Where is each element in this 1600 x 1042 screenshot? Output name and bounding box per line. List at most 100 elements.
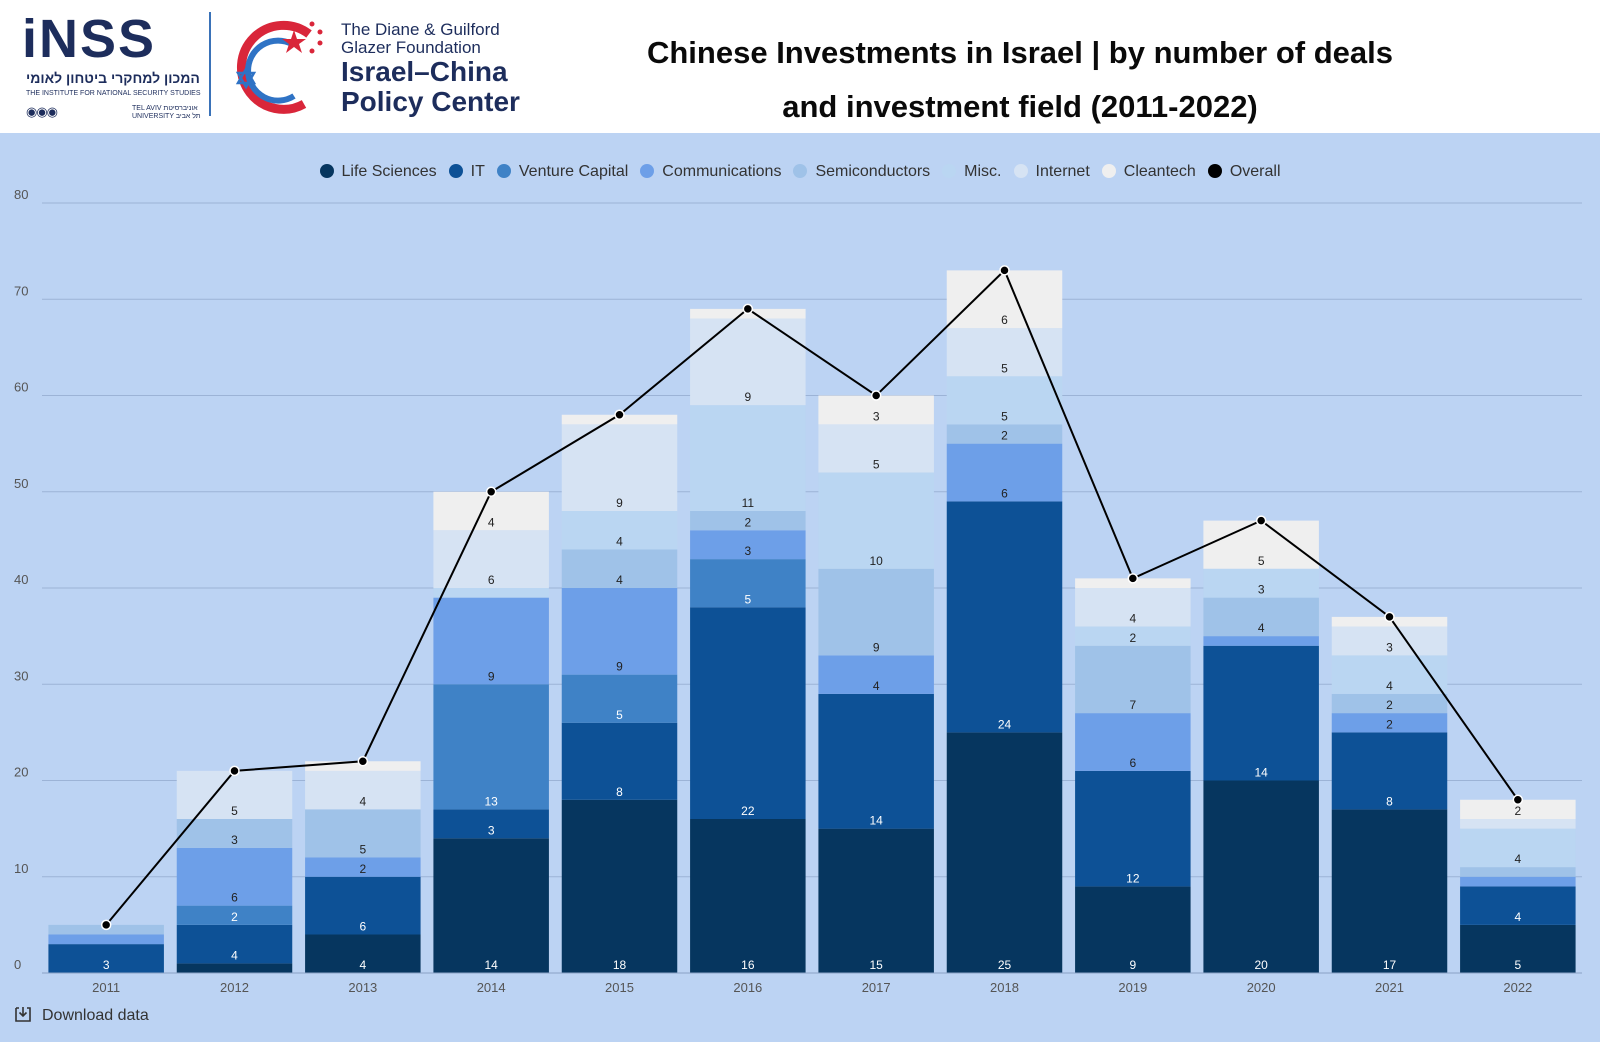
overall-point-2022 [1512,794,1524,805]
bar-segment-semiconductors-2016 [690,511,806,531]
legend-item-cleantech[interactable]: Cleantech [1101,163,1196,181]
bar-segment-it-2012 [176,924,293,964]
data-label: 2 [1386,717,1393,731]
legend-item-venture-capital[interactable]: Venture Capital [496,163,628,181]
chart-legend: Life Sciences IT Venture Capital Communicat… [0,163,1600,181]
data-label: 4 [1514,852,1521,866]
bar-segment-internet-2018 [946,328,1063,377]
icpc-name-line2: Policy Center [341,86,520,117]
bar-segment-it-2013 [305,876,421,935]
overall-point-2014 [485,486,497,497]
legend-item-life-sciences[interactable]: Life Sciences [319,163,437,181]
data-label: 18 [613,958,627,972]
legend-marker [448,164,463,178]
data-label: 6 [1001,313,1008,327]
legend-label: Internet [1035,163,1090,180]
bar-segment-misc-2018 [946,376,1063,425]
bar-segment-communications-2017 [818,655,934,694]
inss-logo-word: iNSS [22,9,157,69]
legend-marker [942,164,957,178]
header: iNSS המכון למחקרי ביטחון לאומי THE INSTI… [0,0,1600,133]
y-tick-label: 30 [14,668,28,683]
y-tick-label: 80 [14,187,28,202]
data-label: 9 [873,640,880,654]
y-tick-label: 70 [14,283,28,298]
overall-point-2016 [742,303,754,315]
download-data-label: Download data [42,1007,149,1024]
legend-item-internet[interactable]: Internet [1013,163,1090,181]
bar-segment-it-2017 [818,693,934,829]
bar-segment-life-sciences-2012 [176,963,293,973]
data-label: 2 [744,515,751,529]
bar-segment-it-2011 [48,944,164,973]
bar-segment-internet-2021 [1331,626,1448,656]
bar-segment-communications-2020 [1203,636,1319,646]
legend-label: Life Sciences [341,163,437,180]
bar-segment-communications-2019 [1075,713,1191,771]
legend-label: Misc. [964,163,1002,180]
bar-segment-internet-2014 [433,530,549,588]
overall-point-2020 [1255,515,1267,526]
data-label: 9 [616,660,623,674]
bar-segment-cleantech-2020 [1203,520,1319,569]
bar-segment-semiconductors-2022 [1460,867,1576,877]
legend-marker [1013,164,1028,178]
legend-item-communications[interactable]: Communications [640,163,781,181]
overall-point-2019 [1127,573,1139,584]
legend-label: IT [470,163,485,180]
data-label: 2 [1001,429,1008,443]
legend-marker [793,164,808,178]
bar-segment-semiconductors-2019 [1075,645,1191,714]
bar-segment-life-sciences-2014 [433,838,549,973]
bar-segment-misc-2016 [690,405,806,511]
data-label: 5 [1001,409,1008,423]
data-label: 20 [1254,958,1268,972]
data-label: 6 [231,891,238,905]
data-label: 5 [1258,554,1265,568]
data-label: 25 [998,958,1012,972]
legend-marker [319,164,334,178]
bar-segment-venture-capital-2012 [176,905,293,925]
data-label: 6 [359,920,366,934]
bar-segment-it-2021 [1331,732,1448,810]
x-tick-label: 2011 [92,980,120,995]
x-tick-label: 2018 [990,980,1019,995]
bar-segment-semiconductors-2012 [176,819,293,848]
legend-item-semiconductors[interactable]: Semiconductors [793,163,930,181]
legend-marker [1207,164,1222,178]
bar-segment-misc-2019 [1075,626,1191,646]
bar-segment-misc-2015 [561,511,678,550]
data-label: 6 [1001,486,1008,500]
bar-segment-communications-2012 [176,847,293,906]
bar-segment-it-2018 [946,501,1063,733]
bar-segment-it-2014 [433,809,549,839]
bar-segment-internet-2019 [1075,588,1191,627]
x-tick-label: 2015 [605,980,634,995]
bar-segment-venture-capital-2016 [690,559,806,608]
x-tick-label: 2020 [1247,980,1276,995]
data-label: 4 [1129,612,1136,626]
bar-segment-life-sciences-2015 [561,799,678,973]
bar-segment-internet-2013 [305,770,421,810]
logo-divider [209,12,211,116]
data-label: 5 [231,804,238,818]
download-data-button[interactable]: Download data [14,1005,149,1025]
overall-point-2011 [100,919,112,931]
y-tick-label: 50 [14,476,28,491]
bar-segment-life-sciences-2020 [1203,780,1319,973]
data-label: 12 [1126,871,1140,885]
inss-logo: iNSS המכון למחקרי ביטחון לאומי THE INSTI… [22,9,201,120]
inss-logo-english: THE INSTITUTE FOR NATIONAL SECURITY STUD… [26,90,201,97]
bar-segment-misc-2017 [818,472,934,569]
bar-segment-semiconductors-2018 [946,424,1063,444]
inss-logo-hebrew: המכון למחקרי ביטחון לאומי [26,70,200,86]
y-tick-label: 0 [14,957,21,972]
legend-item-it[interactable]: IT [448,163,485,181]
overall-point-2013 [357,756,369,767]
legend-item-overall[interactable]: Overall [1207,163,1281,181]
data-label: 5 [873,458,880,472]
legend-marker [496,164,511,178]
legend-item-misc[interactable]: Misc. [942,163,1002,181]
data-label: 3 [873,409,880,423]
bar-segment-it-2015 [561,722,678,800]
